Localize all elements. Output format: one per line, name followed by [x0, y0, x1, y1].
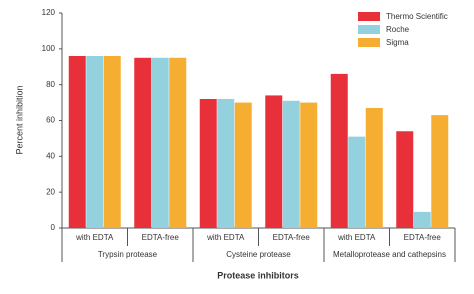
legend-label: Thermo Scientific: [386, 12, 448, 21]
legend-swatch: [358, 38, 380, 47]
bar: [265, 95, 283, 229]
legend-swatch: [358, 12, 380, 21]
y-axis-title: Percent inhibition: [14, 85, 24, 154]
bar: [86, 56, 104, 228]
y-tick-label: 60: [46, 116, 55, 125]
bar: [234, 102, 252, 228]
legend-label: Sigma: [386, 38, 409, 47]
group-label: Trypsin protease: [98, 250, 158, 259]
x-tick-label: EDTA-free: [142, 233, 180, 242]
x-tick-label: with EDTA: [75, 233, 114, 242]
y-tick-label: 120: [42, 8, 56, 17]
x-tick-label: EDTA-free: [273, 233, 311, 242]
y-tick-label: 0: [51, 223, 56, 232]
y-tick-label: 40: [46, 151, 55, 160]
x-tick-label: with EDTA: [206, 233, 245, 242]
group-label: Metalloprotease and cathepsins: [333, 250, 446, 259]
bar: [103, 56, 121, 228]
legend-label: Roche: [386, 25, 410, 34]
bar: [330, 73, 348, 229]
bar: [282, 100, 300, 228]
bar: [169, 57, 187, 228]
bar: [151, 57, 169, 228]
y-tick-label: 80: [46, 80, 55, 89]
x-tick-label: EDTA-free: [404, 233, 442, 242]
bar: [68, 56, 86, 228]
bar: [300, 102, 318, 228]
bar: [396, 131, 414, 228]
bar: [199, 99, 217, 228]
y-tick-label: 20: [46, 187, 55, 196]
x-axis-title: Protease inhibitors: [217, 270, 299, 280]
bar: [365, 107, 383, 228]
bar: [431, 115, 449, 228]
bar: [413, 211, 431, 228]
legend-swatch: [358, 25, 380, 34]
bar: [348, 136, 366, 228]
y-tick-label: 100: [42, 44, 56, 53]
bar: [134, 57, 152, 228]
x-tick-label: with EDTA: [337, 233, 376, 242]
group-label: Cysteine protease: [226, 250, 291, 259]
bar: [217, 99, 235, 228]
